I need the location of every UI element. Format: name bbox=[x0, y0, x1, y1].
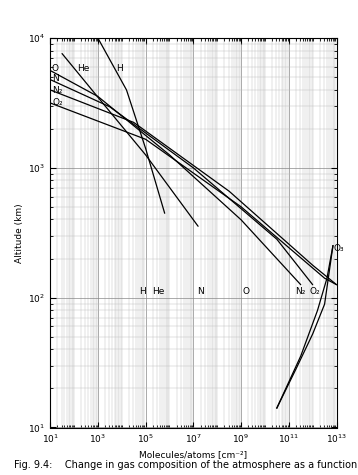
Text: He: He bbox=[78, 64, 90, 73]
Text: O₃: O₃ bbox=[334, 244, 344, 253]
Text: He: He bbox=[153, 287, 165, 296]
Text: N: N bbox=[53, 75, 59, 84]
Text: H: H bbox=[116, 64, 122, 73]
Text: N: N bbox=[197, 287, 204, 296]
Text: O: O bbox=[242, 287, 249, 296]
Y-axis label: Altitude (km): Altitude (km) bbox=[15, 203, 24, 263]
Text: O₂: O₂ bbox=[53, 98, 63, 107]
X-axis label: Molecules/atoms [cm⁻²]: Molecules/atoms [cm⁻²] bbox=[139, 450, 247, 459]
Text: O₂: O₂ bbox=[310, 287, 320, 296]
Text: Fig. 9.4:    Change in gas composition of the atmosphere as a function of altitu: Fig. 9.4: Change in gas composition of t… bbox=[14, 460, 358, 470]
Text: N₂: N₂ bbox=[53, 86, 63, 95]
Text: H: H bbox=[139, 287, 145, 296]
Text: N₂: N₂ bbox=[296, 287, 306, 296]
Text: O: O bbox=[51, 64, 58, 73]
